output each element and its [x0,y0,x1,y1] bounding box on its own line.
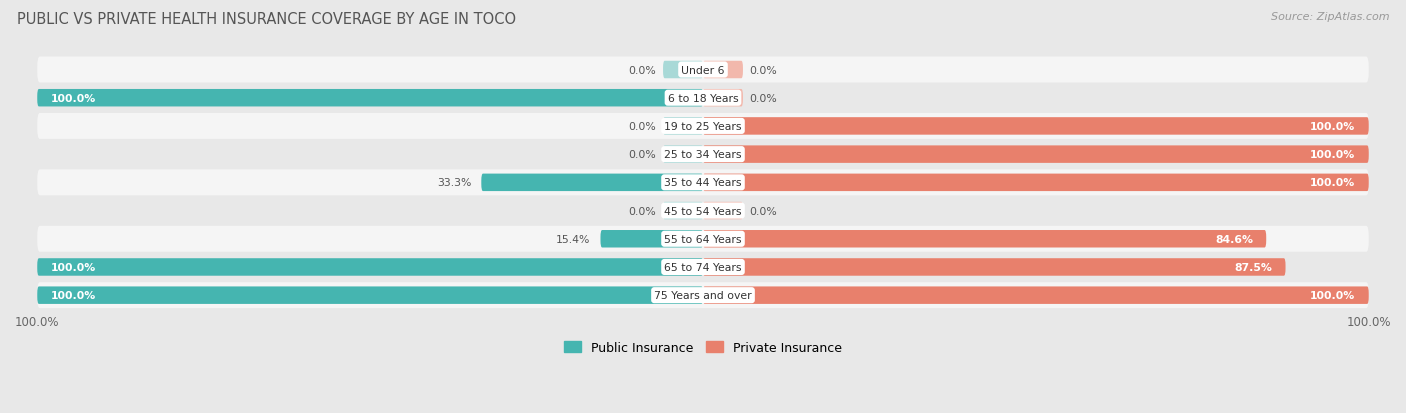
FancyBboxPatch shape [37,170,1369,196]
Legend: Public Insurance, Private Insurance: Public Insurance, Private Insurance [558,336,848,359]
Text: 0.0%: 0.0% [749,206,778,216]
Text: 15.4%: 15.4% [557,234,591,244]
Text: 100.0%: 100.0% [1310,121,1355,132]
FancyBboxPatch shape [37,282,1369,309]
FancyBboxPatch shape [703,230,1267,248]
Text: 33.3%: 33.3% [437,178,471,188]
FancyBboxPatch shape [37,57,1369,83]
Text: 100.0%: 100.0% [51,290,96,300]
Text: 84.6%: 84.6% [1215,234,1253,244]
Text: 100.0%: 100.0% [1310,178,1355,188]
Text: 0.0%: 0.0% [749,93,778,104]
FancyBboxPatch shape [703,118,1369,135]
Text: PUBLIC VS PRIVATE HEALTH INSURANCE COVERAGE BY AGE IN TOCO: PUBLIC VS PRIVATE HEALTH INSURANCE COVER… [17,12,516,27]
Text: 100.0%: 100.0% [51,262,96,272]
Text: 0.0%: 0.0% [628,150,657,160]
Text: 35 to 44 Years: 35 to 44 Years [664,178,742,188]
Text: 25 to 34 Years: 25 to 34 Years [664,150,742,160]
FancyBboxPatch shape [37,90,703,107]
Text: 65 to 74 Years: 65 to 74 Years [664,262,742,272]
Text: 0.0%: 0.0% [628,206,657,216]
Text: 100.0%: 100.0% [1310,290,1355,300]
FancyBboxPatch shape [703,287,1369,304]
FancyBboxPatch shape [703,62,742,79]
Text: 100.0%: 100.0% [1310,150,1355,160]
FancyBboxPatch shape [37,85,1369,112]
FancyBboxPatch shape [37,254,1369,280]
Text: 75 Years and over: 75 Years and over [654,290,752,300]
Text: 100.0%: 100.0% [51,93,96,104]
FancyBboxPatch shape [664,118,703,135]
Text: Source: ZipAtlas.com: Source: ZipAtlas.com [1271,12,1389,22]
FancyBboxPatch shape [37,259,703,276]
FancyBboxPatch shape [481,174,703,192]
FancyBboxPatch shape [600,230,703,248]
Text: 45 to 54 Years: 45 to 54 Years [664,206,742,216]
FancyBboxPatch shape [37,198,1369,224]
FancyBboxPatch shape [37,114,1369,140]
FancyBboxPatch shape [703,90,742,107]
FancyBboxPatch shape [703,202,742,220]
Text: 0.0%: 0.0% [749,65,778,75]
Text: 0.0%: 0.0% [628,121,657,132]
FancyBboxPatch shape [664,202,703,220]
Text: 87.5%: 87.5% [1234,262,1272,272]
FancyBboxPatch shape [664,146,703,164]
Text: Under 6: Under 6 [682,65,724,75]
FancyBboxPatch shape [703,259,1285,276]
Text: 55 to 64 Years: 55 to 64 Years [664,234,742,244]
Text: 6 to 18 Years: 6 to 18 Years [668,93,738,104]
Text: 0.0%: 0.0% [628,65,657,75]
FancyBboxPatch shape [37,226,1369,252]
FancyBboxPatch shape [703,146,1369,164]
FancyBboxPatch shape [664,62,703,79]
FancyBboxPatch shape [703,174,1369,192]
Text: 19 to 25 Years: 19 to 25 Years [664,121,742,132]
FancyBboxPatch shape [37,287,703,304]
FancyBboxPatch shape [37,142,1369,168]
